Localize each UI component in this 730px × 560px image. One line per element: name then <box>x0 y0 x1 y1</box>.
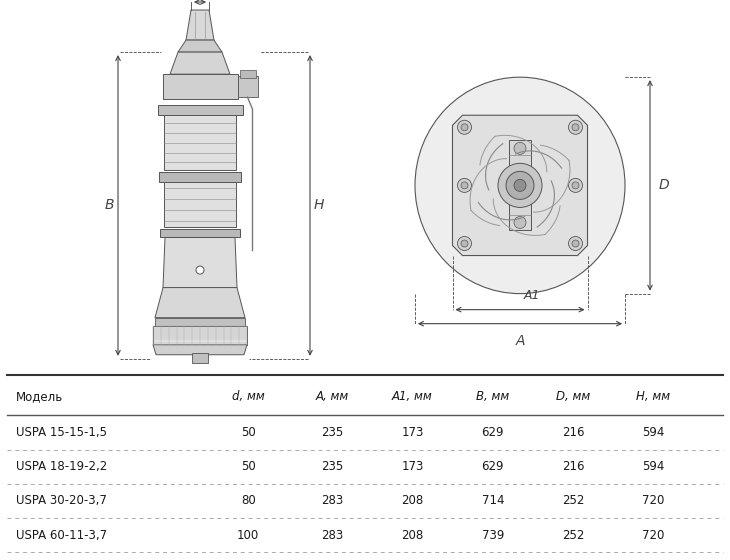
Text: А1, мм: А1, мм <box>392 390 433 403</box>
Bar <box>160 230 240 237</box>
Bar <box>155 318 245 326</box>
Bar <box>192 353 208 363</box>
Text: A: A <box>515 334 525 348</box>
Text: 100: 100 <box>237 529 259 542</box>
Circle shape <box>514 179 526 192</box>
Bar <box>509 141 531 231</box>
Text: 594: 594 <box>642 426 664 439</box>
Text: Н, мм: Н, мм <box>637 390 670 403</box>
Text: Модель: Модель <box>16 390 64 403</box>
Circle shape <box>461 124 468 131</box>
Circle shape <box>572 124 579 131</box>
Text: 173: 173 <box>402 426 423 439</box>
Text: А, мм: А, мм <box>315 390 349 403</box>
Bar <box>164 183 236 227</box>
Text: H: H <box>314 198 324 212</box>
Text: 283: 283 <box>321 529 343 542</box>
Circle shape <box>572 182 579 189</box>
Circle shape <box>196 266 204 274</box>
Text: 714: 714 <box>482 494 504 507</box>
Text: D: D <box>659 179 669 193</box>
Circle shape <box>506 171 534 199</box>
Bar <box>153 326 247 345</box>
Polygon shape <box>153 345 247 354</box>
Text: 173: 173 <box>402 460 423 473</box>
Polygon shape <box>186 10 214 40</box>
Text: B: B <box>104 198 114 212</box>
Bar <box>239 70 255 78</box>
Circle shape <box>514 217 526 228</box>
Text: USPA 15-15-1,5: USPA 15-15-1,5 <box>16 426 107 439</box>
Circle shape <box>498 164 542 207</box>
Text: 252: 252 <box>562 529 584 542</box>
Polygon shape <box>178 40 222 52</box>
Text: 208: 208 <box>402 494 423 507</box>
Circle shape <box>461 240 468 247</box>
Text: 283: 283 <box>321 494 343 507</box>
Bar <box>164 115 236 170</box>
Text: USPA 18-19-2,2: USPA 18-19-2,2 <box>16 460 107 473</box>
Text: В, мм: В, мм <box>476 390 510 403</box>
Text: A1: A1 <box>523 288 540 302</box>
Text: 50: 50 <box>241 426 255 439</box>
Text: 50: 50 <box>241 460 255 473</box>
Text: 629: 629 <box>482 426 504 439</box>
Text: 629: 629 <box>482 460 504 473</box>
Text: 594: 594 <box>642 460 664 473</box>
Circle shape <box>569 236 583 250</box>
Text: USPA 30-20-3,7: USPA 30-20-3,7 <box>16 494 107 507</box>
Text: 80: 80 <box>241 494 255 507</box>
Text: 235: 235 <box>321 426 343 439</box>
Polygon shape <box>453 115 588 255</box>
Text: USPA 60-11-3,7: USPA 60-11-3,7 <box>16 529 107 542</box>
Bar <box>237 76 258 97</box>
Text: 739: 739 <box>482 529 504 542</box>
Circle shape <box>461 182 468 189</box>
Bar <box>163 74 237 99</box>
Text: d, мм: d, мм <box>232 390 264 403</box>
Circle shape <box>569 120 583 134</box>
Circle shape <box>458 236 472 250</box>
Polygon shape <box>163 237 237 288</box>
Text: 720: 720 <box>642 529 664 542</box>
Text: 235: 235 <box>321 460 343 473</box>
Polygon shape <box>170 52 230 74</box>
Ellipse shape <box>415 77 625 293</box>
Bar <box>158 105 242 115</box>
Circle shape <box>514 142 526 155</box>
Bar <box>159 172 241 183</box>
Circle shape <box>458 179 472 193</box>
Circle shape <box>458 120 472 134</box>
Text: 216: 216 <box>562 426 584 439</box>
Text: 208: 208 <box>402 529 423 542</box>
Text: 216: 216 <box>562 460 584 473</box>
Circle shape <box>569 179 583 193</box>
Text: 720: 720 <box>642 494 664 507</box>
Circle shape <box>572 240 579 247</box>
Polygon shape <box>155 288 245 318</box>
Text: 252: 252 <box>562 494 584 507</box>
Text: D, мм: D, мм <box>556 390 590 403</box>
